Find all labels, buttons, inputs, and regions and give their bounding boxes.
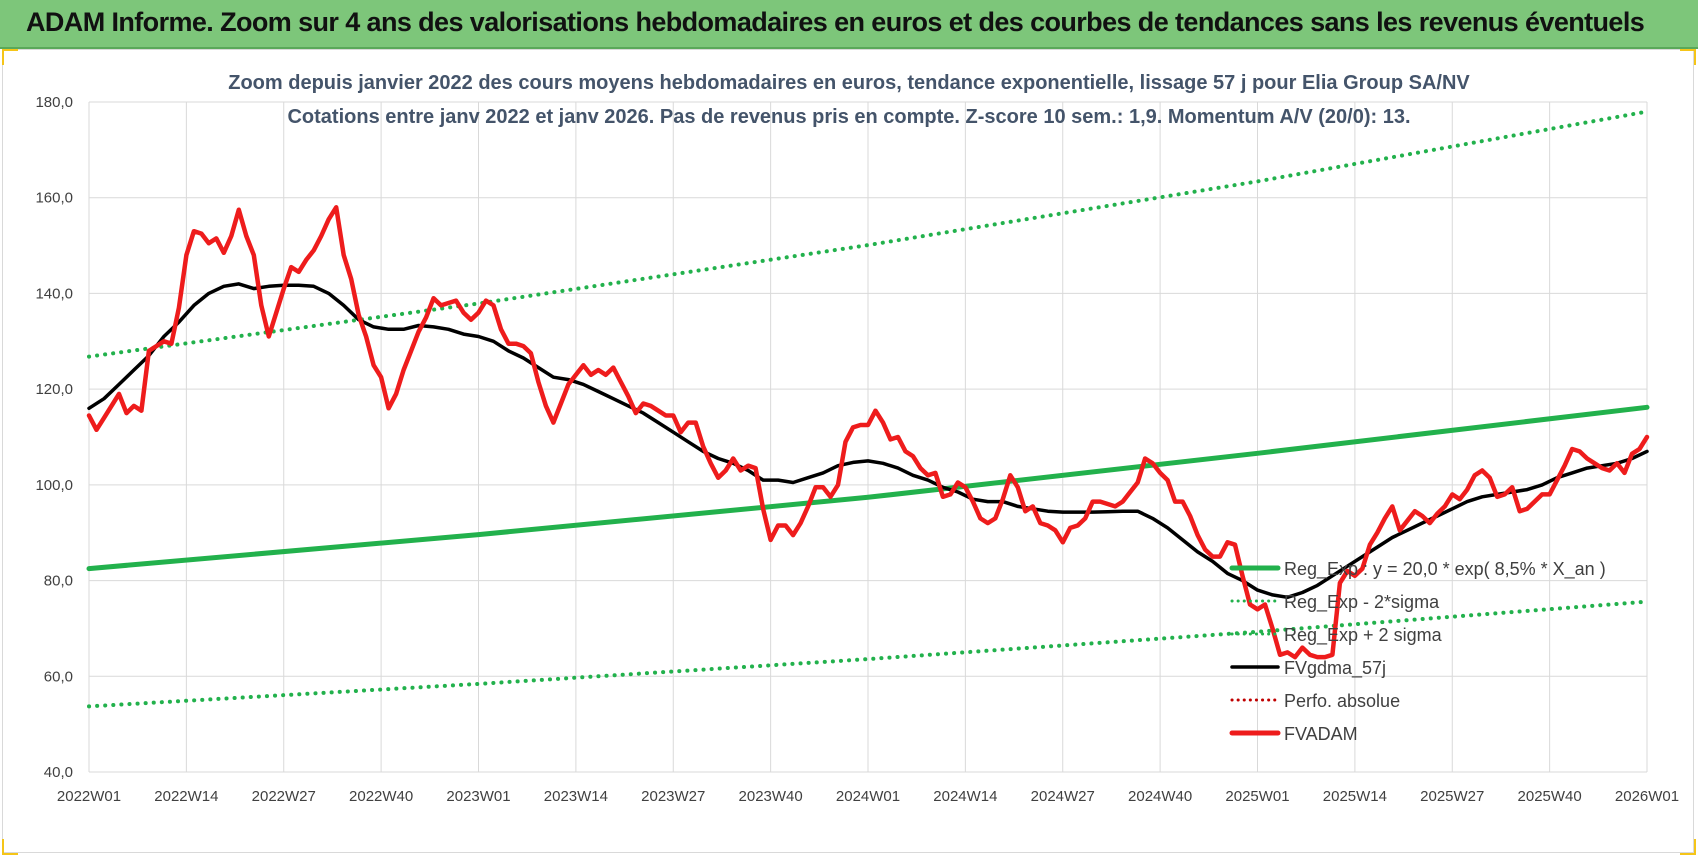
series-line-3	[87, 282, 1649, 600]
y-tick-label: 60,0	[44, 668, 73, 685]
x-tick-label: 2024W14	[933, 788, 997, 805]
legend-label: FVADAM	[1284, 724, 1358, 744]
report-title: ADAM Informe. Zoom sur 4 ans des valoris…	[26, 7, 1645, 37]
corner-marker	[1680, 49, 1696, 65]
y-tick-label: 100,0	[35, 477, 73, 494]
y-tick-label: 160,0	[35, 190, 73, 207]
legend-label: Reg_Exp + 2 sigma	[1284, 625, 1443, 646]
report-banner: ADAM Informe. Zoom sur 4 ans des valoris…	[0, 0, 1698, 49]
x-tick-label: 2025W27	[1420, 788, 1484, 805]
corner-marker	[2, 839, 18, 855]
legend: Reg_Exp : y = 20,0 * exp( 8,5% * X_an ) R…	[1229, 559, 1606, 744]
x-axis-ticks: 2022W01 2022W14 2022W27 2022W40 2023W01 2023W…	[57, 788, 1679, 805]
series-line-2	[87, 109, 1649, 359]
x-tick-label: 2022W27	[252, 788, 316, 805]
y-axis-ticks: 40,0 60,0 80,0 100,0 120,0 140,0 160,0 180,0	[35, 94, 73, 781]
x-tick-label: 2023W01	[446, 788, 510, 805]
x-tick-label: 2023W14	[544, 788, 608, 805]
series-group	[86, 109, 1650, 709]
y-tick-label: 80,0	[44, 573, 73, 590]
chart-title-line-2: Cotations entre janv 2022 et janv 2026. …	[287, 106, 1410, 128]
x-tick-label: 2024W40	[1128, 788, 1192, 805]
x-tick-label: 2022W14	[154, 788, 218, 805]
x-tick-label: 2025W01	[1225, 788, 1289, 805]
chart-frame	[2, 49, 1694, 853]
x-tick-label: 2023W40	[739, 788, 803, 805]
grid	[88, 101, 1648, 773]
y-tick-label: 40,0	[44, 764, 73, 781]
corner-marker	[2, 49, 18, 65]
x-tick-label: 2025W40	[1518, 788, 1582, 805]
y-tick-label: 180,0	[35, 94, 73, 111]
y-tick-label: 140,0	[35, 285, 73, 302]
x-tick-label: 2023W27	[641, 788, 705, 805]
x-tick-label: 2022W01	[57, 788, 121, 805]
corner-marker	[1680, 839, 1696, 855]
x-tick-label: 2025W14	[1323, 788, 1387, 805]
x-tick-label: 2022W40	[349, 788, 413, 805]
legend-label: Reg_Exp - 2*sigma	[1284, 592, 1440, 613]
x-tick-label: 2024W01	[836, 788, 900, 805]
legend-label: FVgdma_57j	[1284, 658, 1386, 679]
y-tick-label: 120,0	[35, 381, 73, 398]
series-line-1	[87, 599, 1649, 709]
legend-label: Perfo. absolue	[1284, 691, 1400, 711]
series-line-0	[86, 404, 1650, 572]
x-tick-label: 2024W27	[1031, 788, 1095, 805]
series-line-5	[86, 205, 1650, 660]
legend-label: Reg_Exp : y = 20,0 * exp( 8,5% * X_an )	[1284, 559, 1606, 580]
x-tick-label: 2026W01	[1615, 788, 1679, 805]
chart-title-line-1: Zoom depuis janvier 2022 des cours moyen…	[228, 72, 1470, 94]
